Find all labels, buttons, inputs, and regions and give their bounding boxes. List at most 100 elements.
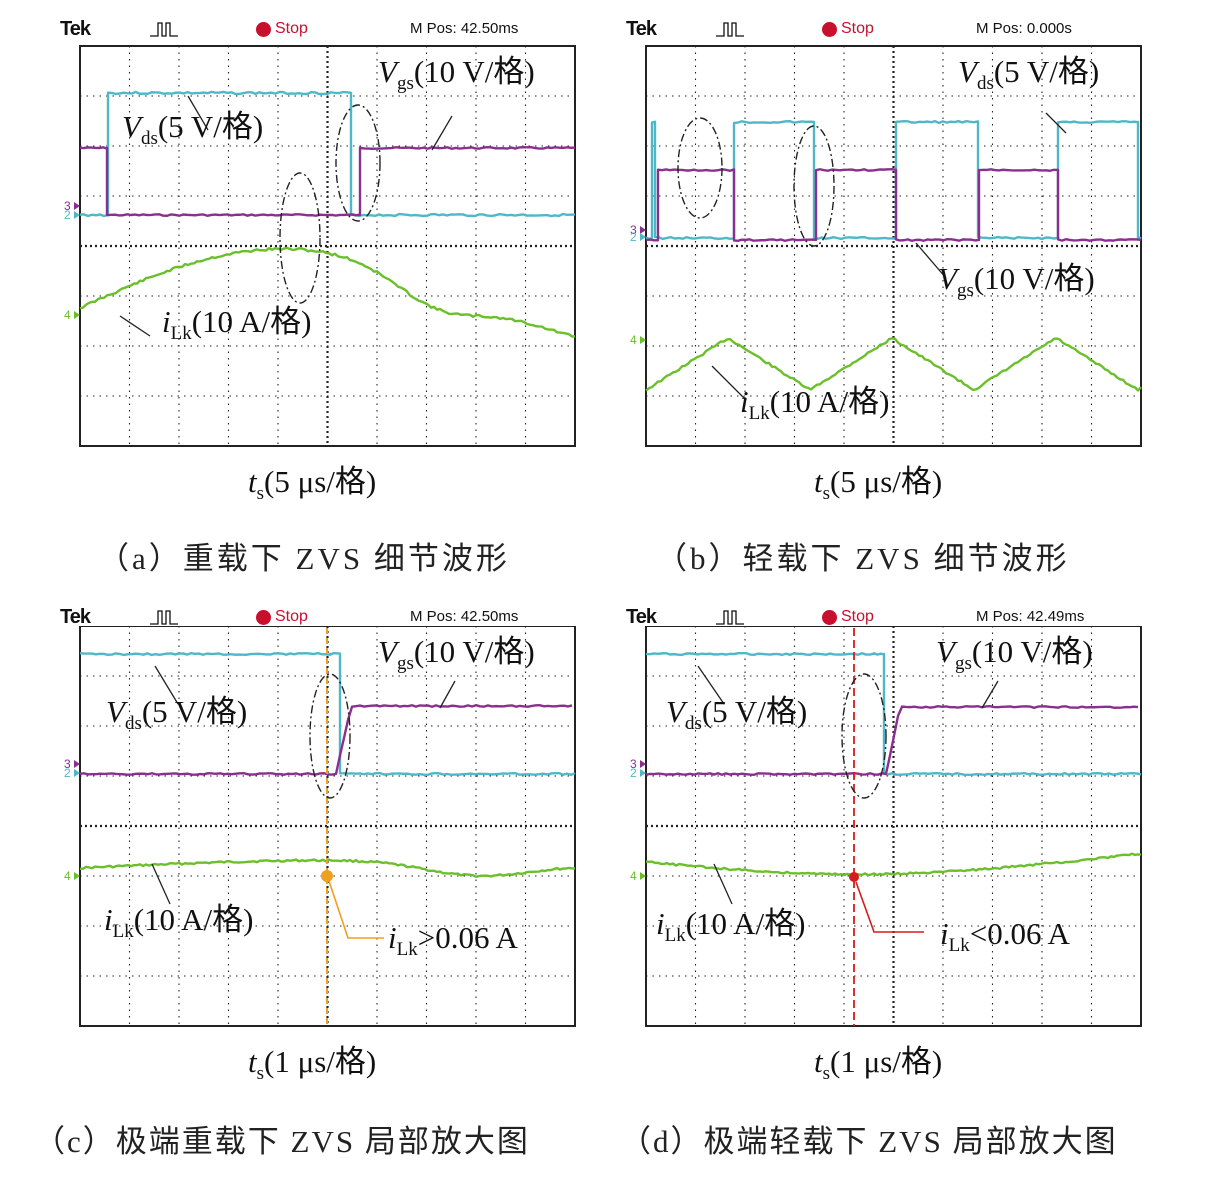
vgs-label: Vgs(10 V/格) xyxy=(378,634,535,674)
caption: （c）极端重载下 ZVS 局部放大图 xyxy=(34,1124,530,1159)
stop-icon xyxy=(256,610,271,625)
trigger-icon xyxy=(150,22,178,37)
label-leader-line xyxy=(439,680,456,709)
time-axis-label: ts(5 μs/格) xyxy=(248,464,377,504)
ilk-label: iLk(10 A/格) xyxy=(740,384,890,424)
channel-marker-icon xyxy=(74,769,80,777)
label-leader-line xyxy=(711,365,747,401)
highlight-ellipse xyxy=(279,172,321,304)
trigger-icon xyxy=(716,610,744,625)
stop-icon xyxy=(256,22,271,37)
channel-number: 2 xyxy=(630,230,637,244)
scope-screen: 32 4 xyxy=(64,626,576,1027)
scope-header: Tek Stop M Pos: 42.50ms xyxy=(60,606,580,632)
vgs-label: Vgs(10 V/格) xyxy=(378,54,535,94)
ilk-label: iLk(10 A/格) xyxy=(162,304,312,344)
channel-number: 3 xyxy=(630,757,637,771)
vds-label: Vds(5 V/格) xyxy=(122,109,264,149)
acq-status: Stop xyxy=(275,608,308,625)
ilk-trace xyxy=(79,246,576,338)
ilk-label: iLk(10 A/格) xyxy=(656,906,806,946)
cursor-point xyxy=(849,872,859,882)
tek-logo: Tek xyxy=(60,606,91,628)
label-leader-line xyxy=(1045,112,1067,134)
time-axis-label: ts(5 μs/格) xyxy=(814,464,943,504)
label-leader-line xyxy=(119,315,151,337)
vds-label: Vds(5 V/格) xyxy=(106,694,248,734)
acq-status: Stop xyxy=(841,20,874,37)
vgs-trace xyxy=(79,146,576,217)
highlight-ellipse xyxy=(841,673,887,799)
m-pos: M Pos: 0.000s xyxy=(976,20,1072,37)
label-leader-line xyxy=(981,680,999,709)
scope-screen: 32 4 xyxy=(64,45,576,447)
vds-trace xyxy=(79,651,576,777)
highlight-ellipse xyxy=(677,117,723,219)
cursor-point xyxy=(321,870,333,882)
label-leader-line xyxy=(697,665,725,705)
channel-number: 2 xyxy=(64,208,71,222)
ilk-trace xyxy=(645,337,1142,392)
channel-marker-icon xyxy=(74,872,80,880)
vds-label: Vds(5 V/格) xyxy=(666,694,808,734)
m-pos: M Pos: 42.49ms xyxy=(976,608,1085,625)
scope-header: Tek Stop M Pos: 0.000s xyxy=(626,18,1146,44)
ilk-label: iLk(10 A/格) xyxy=(104,902,254,942)
stop-icon xyxy=(822,22,837,37)
tek-logo: Tek xyxy=(626,606,657,628)
vgs-trace xyxy=(645,168,1142,242)
channel-number: 4 xyxy=(630,333,637,347)
m-pos: M Pos: 42.50ms xyxy=(410,608,519,625)
annotation-leader xyxy=(328,880,384,939)
channel-number: 3 xyxy=(64,199,71,213)
caption: （a）重载下 ZVS 细节波形 xyxy=(98,541,510,576)
channel-marker-icon xyxy=(74,202,80,210)
channel-number: 3 xyxy=(630,223,637,237)
channel-number: 4 xyxy=(630,869,637,883)
channel-marker-icon xyxy=(74,311,80,319)
tek-logo: Tek xyxy=(60,18,91,40)
channel-number: 2 xyxy=(630,766,637,780)
channel-marker-icon xyxy=(74,760,80,768)
scope-screen: 32 4 xyxy=(630,45,1142,447)
scope-header: Tek Stop M Pos: 42.50ms xyxy=(60,18,580,44)
vds-trace xyxy=(79,90,576,218)
vgs-label: Vgs(10 V/格) xyxy=(936,634,1093,674)
scope-header: Tek Stop M Pos: 42.49ms xyxy=(626,606,1146,632)
ilk-threshold-annotation: iLk<0.06 A xyxy=(940,916,1070,956)
label-leader-line xyxy=(187,95,209,131)
channel-number: 4 xyxy=(64,869,71,883)
channel-number: 3 xyxy=(64,757,71,771)
vds-trace xyxy=(645,119,1142,241)
annotation-leader xyxy=(855,881,924,933)
label-leader-line xyxy=(713,863,733,905)
highlight-ellipse xyxy=(335,104,381,222)
caption: （b）轻载下 ZVS 细节波形 xyxy=(656,541,1070,576)
label-leader-line xyxy=(154,665,179,705)
channel-marker-icon xyxy=(640,336,646,344)
channel-marker-icon xyxy=(640,769,646,777)
time-axis-label: ts(1 μs/格) xyxy=(814,1044,943,1084)
channel-marker-icon xyxy=(640,226,646,234)
ilk-threshold-annotation: iLk>0.06 A xyxy=(388,920,518,960)
stop-icon xyxy=(822,610,837,625)
vgs-label: Vgs(10 V/格) xyxy=(938,261,1095,301)
trigger-icon xyxy=(150,610,178,625)
highlight-ellipse xyxy=(793,125,835,247)
highlight-ellipse xyxy=(309,673,351,799)
vds-label: Vds(5 V/格) xyxy=(958,54,1100,94)
label-leader-line xyxy=(431,115,453,151)
vgs-trace xyxy=(645,705,1139,776)
time-axis-label: ts(1 μs/格) xyxy=(248,1044,377,1084)
acq-status: Stop xyxy=(275,20,308,37)
tek-logo: Tek xyxy=(626,18,657,40)
channel-number: 2 xyxy=(64,766,71,780)
channel-marker-icon xyxy=(640,760,646,768)
trigger-icon xyxy=(716,22,744,37)
channel-marker-icon xyxy=(640,233,646,241)
scope-screen: 32 4 xyxy=(630,626,1142,1027)
